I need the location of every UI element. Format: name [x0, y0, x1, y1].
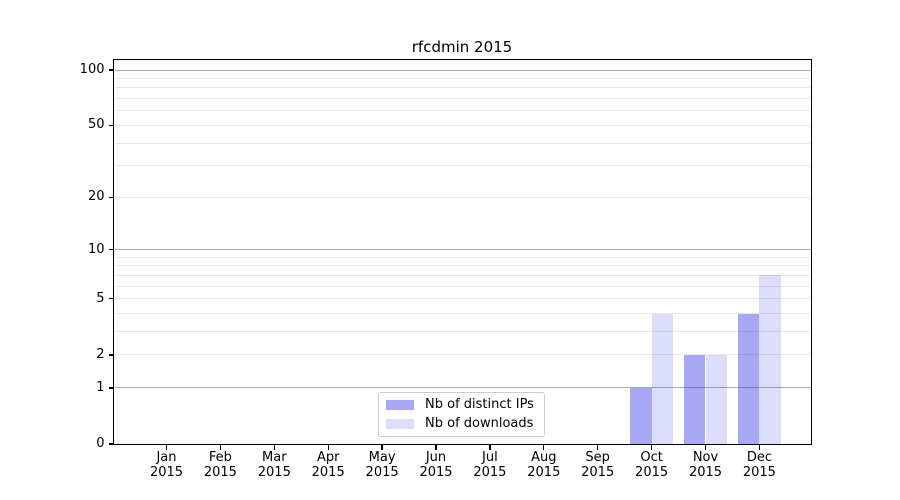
y-tick-label: 0: [96, 436, 105, 451]
x-tick-mark: [597, 445, 599, 450]
y-tick-mark: [108, 387, 114, 389]
bar-nb-of-downloads-dec: [759, 275, 781, 444]
x-tick-mark: [758, 445, 761, 450]
x-tick-label: Jan 2015: [149, 450, 184, 480]
x-tick-label: Oct 2015: [635, 450, 669, 480]
x-tick-mark: [650, 445, 653, 450]
y-tick-label: 10: [87, 241, 105, 257]
x-tick-mark: [489, 445, 491, 450]
y-tick-label: 50: [87, 117, 105, 133]
x-tick-mark: [273, 445, 275, 450]
legend-item-downloads: Nb of downloads: [386, 417, 544, 431]
x-tick-mark: [165, 445, 168, 450]
x-tick-mark: [704, 445, 707, 450]
bar-nb-of-downloads-oct: [651, 313, 674, 444]
legend-label-downloads: Nb of downloads: [425, 416, 534, 431]
minor-gridline: [114, 196, 811, 198]
y-tick-mark: [108, 196, 114, 198]
bar-nb-of-distinct-ips-nov: [683, 354, 706, 444]
x-tick-label: Sep 2015: [581, 450, 615, 480]
y-tick-mark: [108, 124, 114, 127]
x-tick-label: Aug 2015: [527, 450, 561, 480]
minor-gridline: [114, 285, 811, 287]
minor-gridline: [114, 77, 811, 79]
x-tick-mark: [219, 445, 222, 450]
major-gridline: [114, 249, 811, 251]
minor-gridline: [114, 87, 811, 89]
x-tick-label: Dec 2015: [742, 450, 776, 480]
bar-nb-of-distinct-ips-dec: [737, 313, 760, 444]
y-tick-label: 100: [79, 62, 105, 77]
legend-label-distinct-ips: Nb of distinct IPs: [425, 397, 534, 412]
x-tick-label: Mar 2015: [257, 450, 291, 480]
minor-gridline: [114, 331, 811, 333]
chart-title: rfcdmin 2015: [411, 38, 513, 56]
x-tick-label: Jul 2015: [473, 450, 507, 480]
minor-gridline: [114, 298, 811, 300]
y-tick-label: 20: [87, 189, 105, 205]
major-gridline: [114, 69, 811, 71]
x-tick-label: Feb 2015: [203, 450, 237, 480]
minor-gridline: [114, 165, 811, 167]
minor-gridline: [114, 110, 811, 112]
y-tick-label: 1: [96, 379, 105, 395]
legend-item-distinct-ips: Nb of distinct IPs: [386, 398, 544, 412]
minor-gridline: [114, 142, 811, 144]
x-tick-label: Apr 2015: [311, 450, 345, 480]
x-tick-mark: [435, 445, 437, 450]
y-tick-mark: [108, 69, 114, 71]
major-gridline: [114, 387, 811, 389]
x-tick-mark: [543, 445, 545, 450]
legend-swatch-downloads: [386, 419, 414, 429]
y-tick-mark: [108, 298, 114, 300]
bar-nb-of-distinct-ips-oct: [630, 387, 652, 444]
y-tick-mark: [108, 248, 114, 251]
minor-gridline: [114, 256, 811, 258]
minor-gridline: [114, 124, 811, 126]
bar-nb-of-downloads-nov: [705, 354, 728, 444]
y-tick-mark: [108, 354, 114, 356]
x-tick-mark: [327, 445, 329, 450]
minor-gridline: [114, 354, 811, 356]
legend: Nb of distinct IPs Nb of downloads: [378, 392, 545, 437]
minor-gridline: [114, 313, 811, 315]
x-tick-label: Jun 2015: [419, 450, 453, 480]
minor-gridline: [114, 265, 811, 267]
x-tick-label: May 2015: [365, 450, 399, 480]
y-tick-label: 5: [96, 290, 105, 306]
legend-swatch-distinct-ips: [386, 400, 414, 410]
x-tick-mark: [381, 445, 383, 450]
y-tick-label: 2: [96, 346, 105, 362]
minor-gridline: [114, 98, 811, 100]
y-tick-mark: [108, 443, 114, 445]
x-tick-label: Nov 2015: [688, 450, 723, 480]
minor-gridline: [114, 274, 811, 276]
